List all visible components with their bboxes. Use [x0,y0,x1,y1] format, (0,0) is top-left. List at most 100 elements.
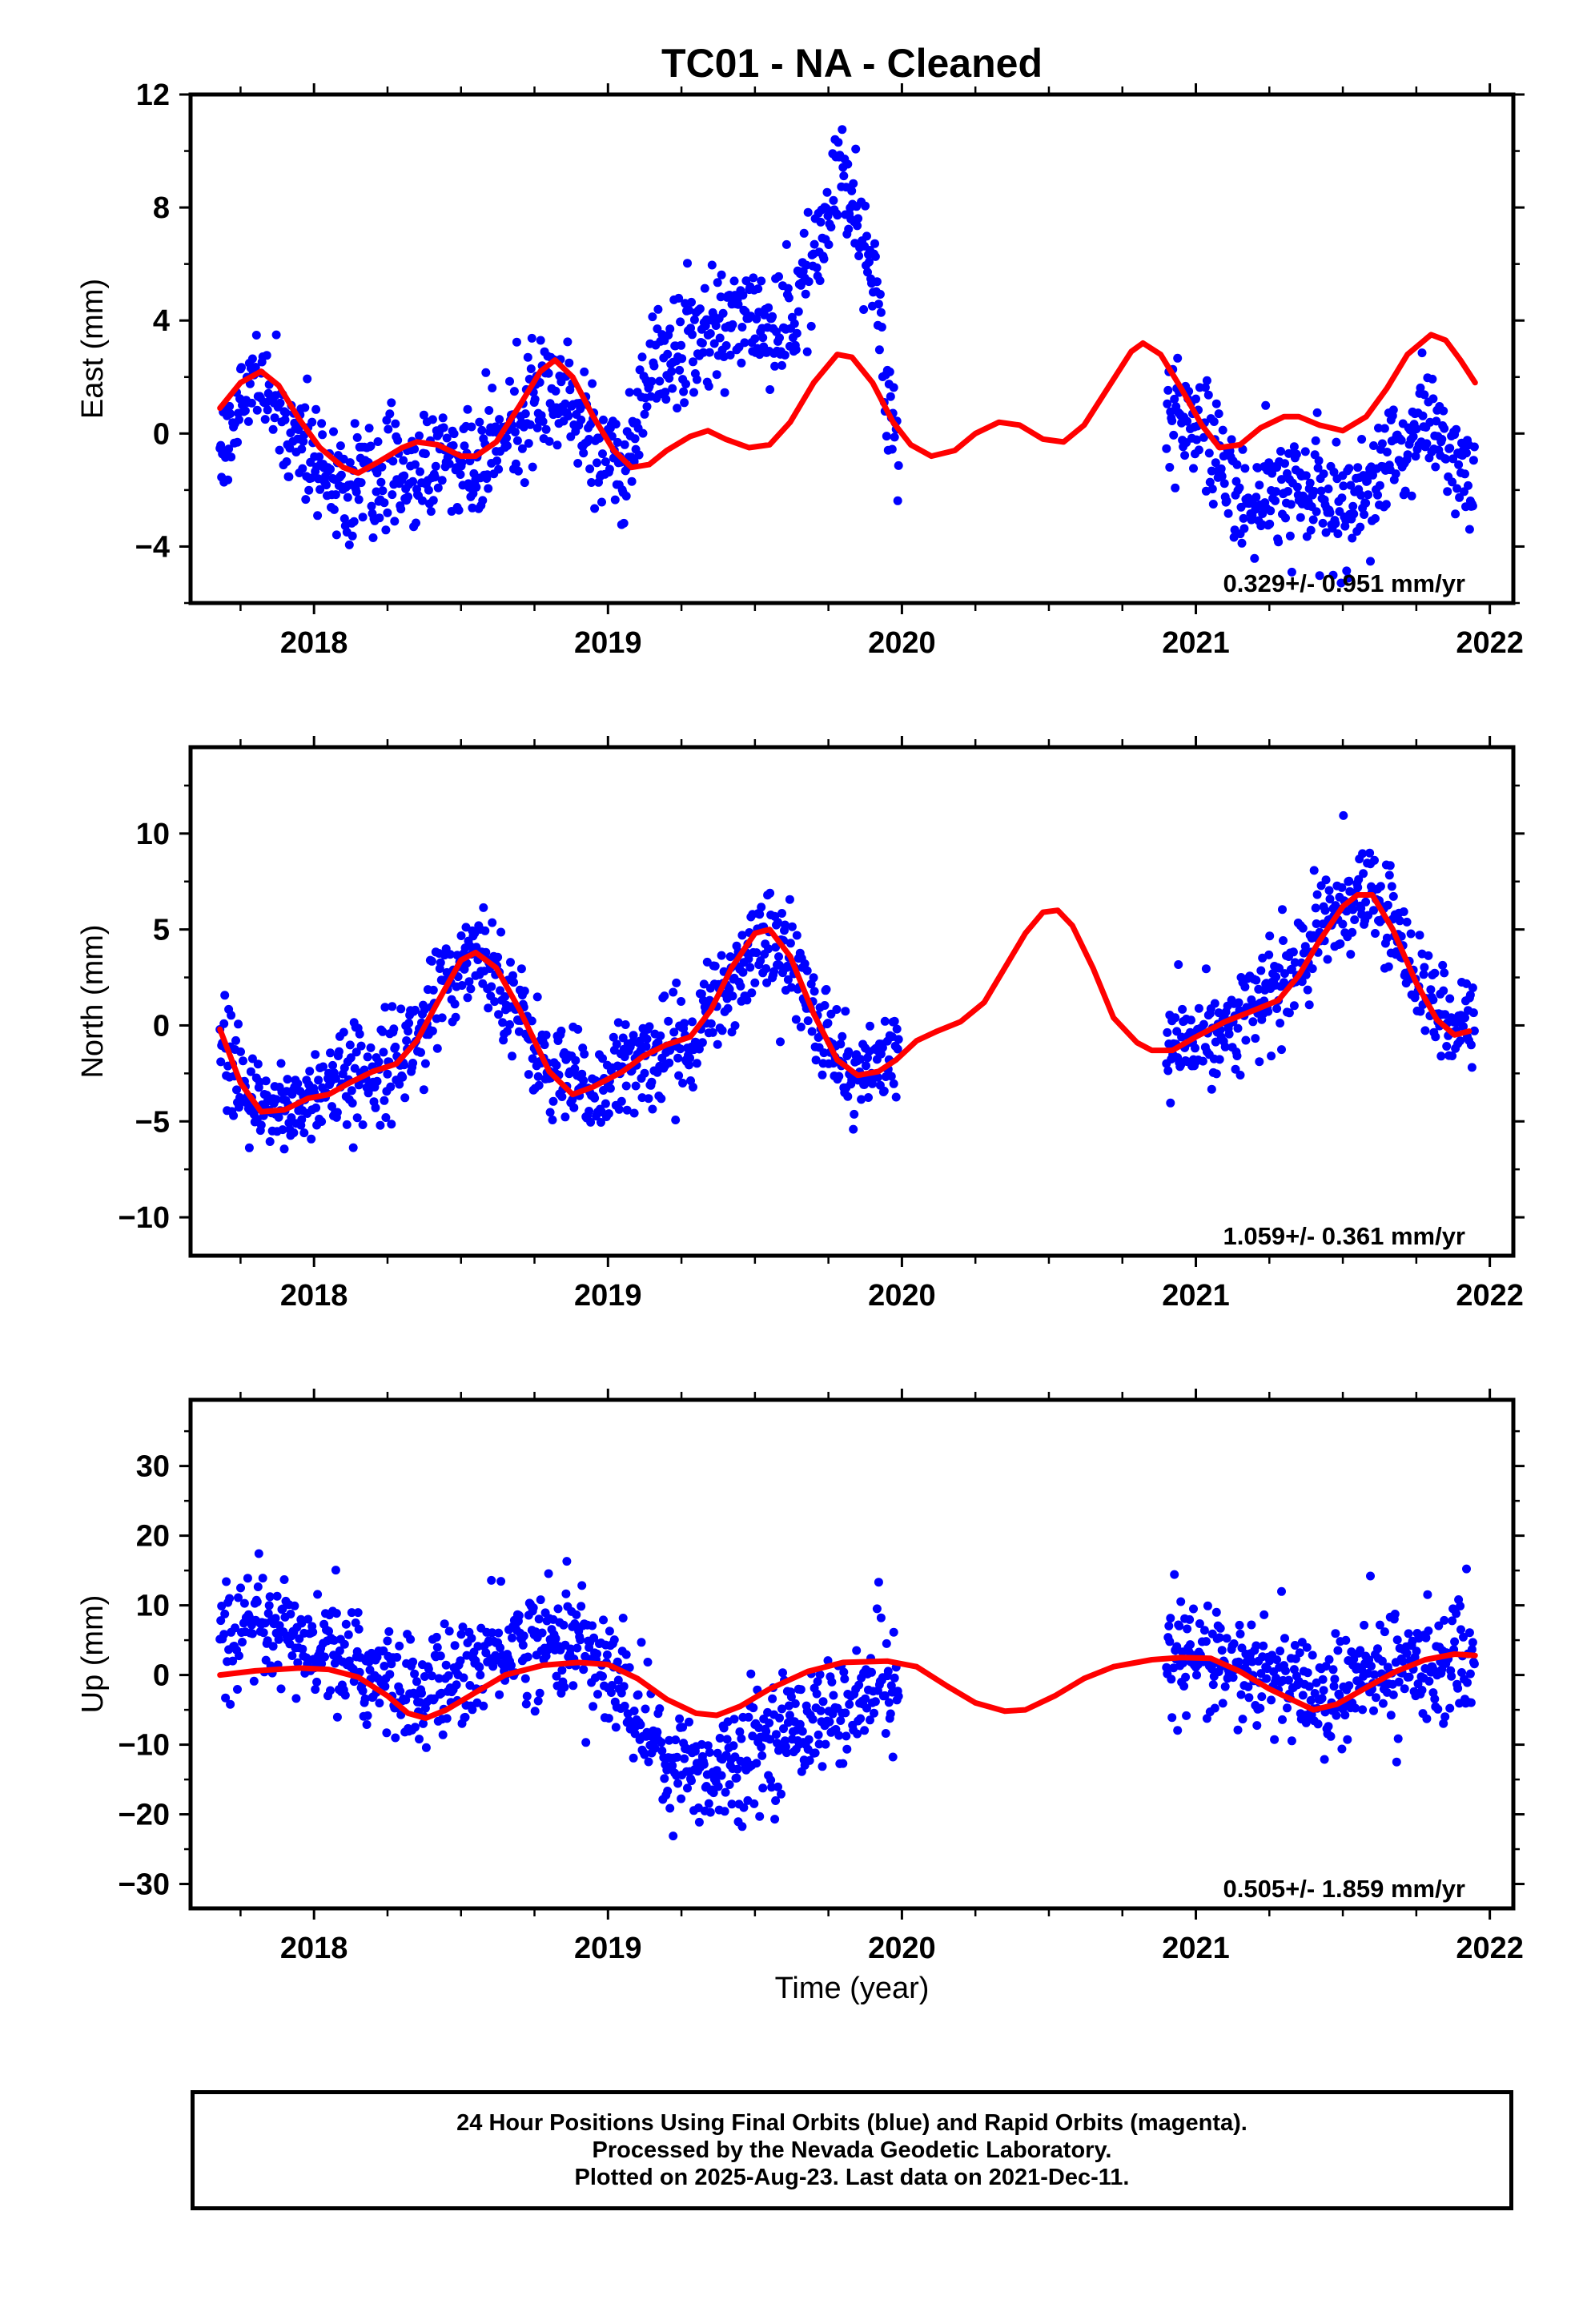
data-point [888,1752,898,1762]
scatter-north [215,810,1479,1154]
data-point [637,1093,647,1103]
data-point [313,1590,323,1599]
data-point [655,1704,665,1714]
data-point [1312,919,1321,928]
data-point [1235,1629,1245,1638]
data-point [838,125,847,135]
data-point [388,490,397,500]
data-point [1324,886,1334,895]
data-point [1272,972,1281,982]
y-tick-label: 0 [153,417,170,451]
data-point [1422,439,1432,448]
data-point [1296,513,1305,522]
data-point [450,999,460,1009]
data-point [1198,1056,1207,1066]
data-point [538,416,548,426]
data-point [534,1080,544,1090]
data-point [882,1638,891,1648]
data-point [894,1035,903,1044]
data-point [247,1054,257,1063]
data-point [1402,1649,1412,1658]
data-point [725,952,735,962]
data-point [416,1047,425,1057]
data-point [238,1638,247,1647]
data-point [1445,994,1455,1003]
data-point [613,1657,622,1667]
data-point [472,482,481,492]
data-point [1300,447,1310,456]
data-point [715,333,725,343]
data-point [1180,451,1190,460]
data-point [874,300,883,309]
data-point [1462,1564,1471,1574]
data-point [408,476,418,486]
data-point [552,440,562,450]
data-point [380,498,389,508]
data-point [749,1799,759,1808]
data-point [708,1027,717,1037]
data-point [1467,1645,1476,1655]
data-point [505,376,514,386]
data-point [1204,448,1214,458]
data-point [571,1055,581,1065]
data-point [509,978,518,987]
data-point [1277,1586,1286,1596]
data-point [712,370,721,380]
x-tick-label: 2020 [868,1279,936,1313]
data-point [1370,855,1379,865]
data-point [660,991,669,1001]
data-point [866,1715,874,1725]
data-point [725,350,735,360]
data-point [627,476,637,486]
data-point [1313,1719,1323,1729]
data-point [1194,1003,1203,1013]
data-point [412,518,420,528]
data-point [1301,471,1311,480]
data-point [694,1817,704,1827]
data-point [1211,458,1220,468]
data-point [345,458,355,468]
data-point [593,458,601,468]
data-point [785,939,795,948]
data-point [1222,497,1231,506]
data-point [688,330,697,340]
data-point [833,211,842,220]
data-point [636,1720,645,1730]
data-point [838,1759,848,1768]
data-point [520,409,530,419]
data-point [386,1082,396,1092]
data-point [364,424,374,433]
data-point [536,1595,545,1605]
data-point [618,1614,628,1622]
data-point [1187,1015,1195,1025]
data-point [410,444,420,454]
data-point [1284,1008,1294,1018]
data-point [551,386,560,396]
data-point [687,1776,696,1786]
data-point [1343,1735,1352,1744]
data-point [358,513,368,522]
data-point [1256,966,1266,975]
data-point [1464,480,1472,490]
data-point [1233,1023,1243,1033]
data-point [1255,480,1264,490]
data-point [216,1057,226,1067]
data-point [495,415,504,424]
data-point [744,954,753,963]
data-point [448,440,458,450]
data-point [1392,1757,1401,1767]
data-point [227,452,236,462]
data-point [1182,1711,1191,1720]
data-point [240,406,250,416]
data-point [440,1619,449,1629]
data-point [1416,1007,1425,1016]
data-point [528,1603,538,1613]
data-point [343,493,352,502]
data-point [678,1079,688,1088]
data-point [808,1715,818,1724]
data-point [1211,1069,1221,1079]
data-point [352,1113,362,1123]
data-point [1239,524,1249,533]
data-point [1275,963,1284,973]
y-axis-label-up: Up (mm) [76,1595,110,1714]
